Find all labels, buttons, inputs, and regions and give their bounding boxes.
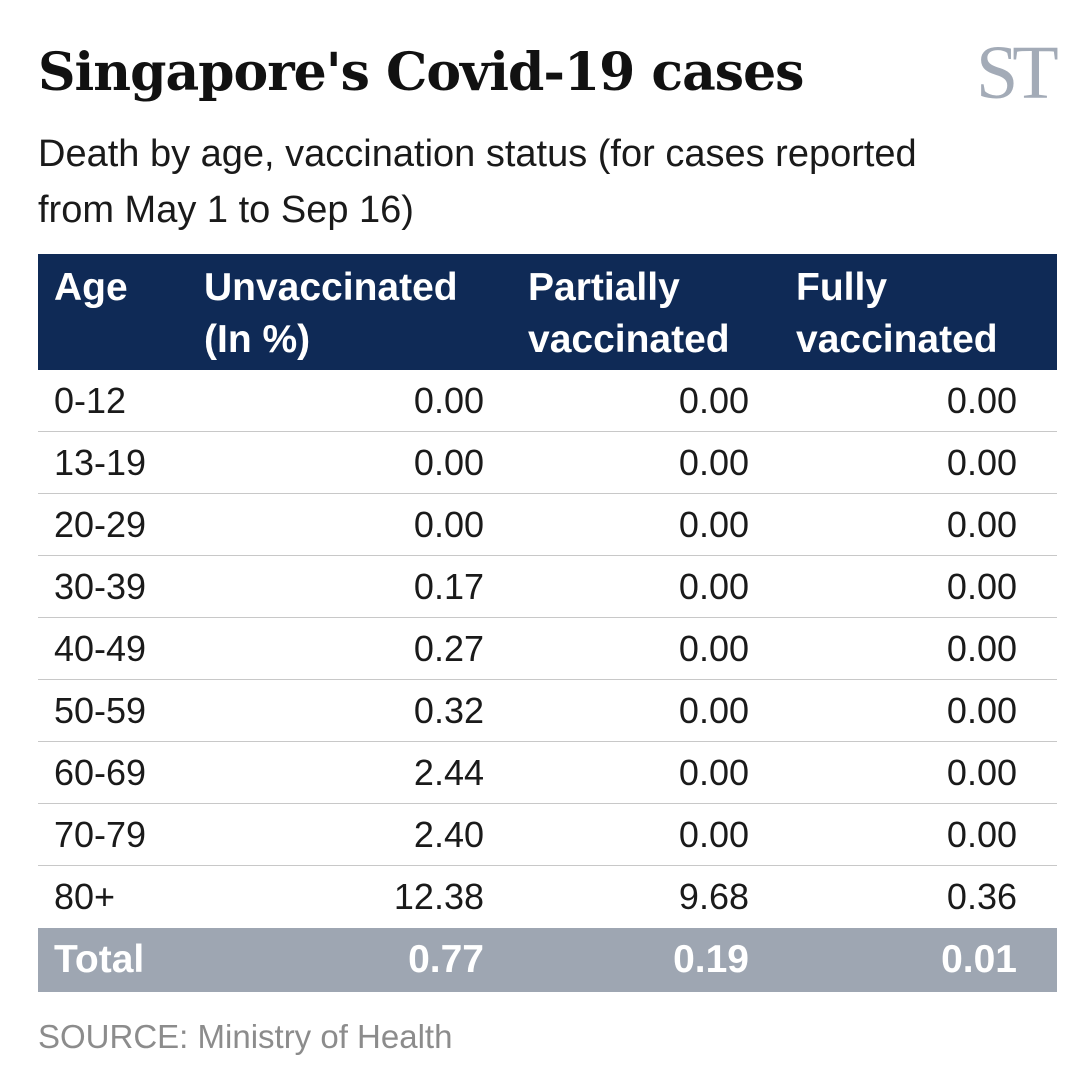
- fully-vaccinated-cell: 0.00: [946, 690, 1017, 731]
- unvaccinated-cell: 0.17: [413, 566, 484, 607]
- table-row: 0-12 0.00 0.00 0.00: [38, 370, 1057, 432]
- unvaccinated-cell: 0.27: [413, 628, 484, 669]
- table-body: 0-12 0.00 0.00 0.00 13-19 0.00 0.00 0.00 20-29 0.…: [38, 370, 1057, 928]
- partially-vaccinated-cell: 0.00: [678, 442, 749, 483]
- age-cell: 20-29: [54, 504, 147, 545]
- partially-vaccinated-cell: 0.00: [678, 566, 749, 607]
- fully-vaccinated-cell: 0.00: [946, 442, 1017, 483]
- partially-vaccinated-cell: 0.00: [678, 504, 749, 545]
- partially-vaccinated-cell: 0.00: [678, 628, 749, 669]
- age-cell: 60-69: [54, 752, 147, 793]
- unvaccinated-cell: 0.32: [413, 690, 484, 731]
- age-cell: 80+: [54, 876, 116, 917]
- table-row: 20-29 0.00 0.00 0.00: [38, 494, 1057, 556]
- total-fully-vaccinated: 0.01: [941, 938, 1017, 981]
- fully-vaccinated-cell: 0.00: [946, 752, 1017, 793]
- partially-vaccinated-cell: 0.00: [678, 380, 749, 421]
- fully-vaccinated-cell: 0.36: [946, 876, 1017, 917]
- chart-subtitle: Death by age, vaccination status (for ca…: [38, 133, 917, 231]
- st-logo: ST: [976, 31, 1059, 115]
- table-row: 50-59 0.32 0.00 0.00: [38, 680, 1057, 742]
- table-row: 60-69 2.44 0.00 0.00: [38, 742, 1057, 804]
- partially-vaccinated-cell: 0.00: [678, 814, 749, 855]
- age-cell: 0-12: [54, 380, 127, 421]
- total-partially-vaccinated: 0.19: [673, 938, 749, 981]
- table-row: 70-79 2.40 0.00 0.00: [38, 804, 1057, 866]
- partially-vaccinated-cell: 0.00: [678, 752, 749, 793]
- table-row: 30-39 0.17 0.00 0.00: [38, 556, 1057, 618]
- header-partially-vaccinated: Partially vaccinated: [528, 266, 730, 361]
- unvaccinated-cell: 0.00: [413, 504, 484, 545]
- header-unvaccinated: Unvaccinated (In %): [204, 266, 458, 361]
- total-row: Total 0.77 0.19 0.01: [38, 928, 1057, 992]
- age-cell: 30-39: [54, 566, 147, 607]
- partially-vaccinated-cell: 9.68: [678, 876, 749, 917]
- partially-vaccinated-cell: 0.00: [678, 690, 749, 731]
- unvaccinated-cell: 2.44: [413, 752, 484, 793]
- data-table: Age Unvaccinated (In %) Partially vaccinat…: [38, 254, 1057, 992]
- fully-vaccinated-cell: 0.00: [946, 504, 1017, 545]
- fully-vaccinated-cell: 0.00: [946, 380, 1017, 421]
- unvaccinated-cell: 0.00: [413, 442, 484, 483]
- table-row: 13-19 0.00 0.00 0.00: [38, 432, 1057, 494]
- fully-vaccinated-cell: 0.00: [946, 814, 1017, 855]
- chart-title: Singapore's Covid-19 cases: [38, 42, 804, 103]
- unvaccinated-cell: 0.00: [413, 380, 484, 421]
- table-row: 80+ 12.38 9.68 0.36: [38, 866, 1057, 928]
- total-label: Total: [54, 938, 145, 981]
- age-cell: 40-49: [54, 628, 147, 669]
- age-cell: 13-19: [54, 442, 147, 483]
- header-fully-vaccinated: Fully vaccinated: [796, 266, 998, 361]
- unvaccinated-cell: 12.38: [393, 876, 484, 917]
- table-row: 40-49 0.27 0.00 0.00: [38, 618, 1057, 680]
- table-header: Age Unvaccinated (In %) Partially vaccinat…: [38, 254, 1057, 370]
- fully-vaccinated-cell: 0.00: [946, 566, 1017, 607]
- age-cell: 50-59: [54, 690, 147, 731]
- source-note: SOURCE: Ministry of Health: [38, 1018, 453, 1055]
- fully-vaccinated-cell: 0.00: [946, 628, 1017, 669]
- header-age: Age: [54, 266, 128, 309]
- total-unvaccinated: 0.77: [408, 938, 484, 981]
- unvaccinated-cell: 2.40: [413, 814, 484, 855]
- age-cell: 70-79: [54, 814, 147, 855]
